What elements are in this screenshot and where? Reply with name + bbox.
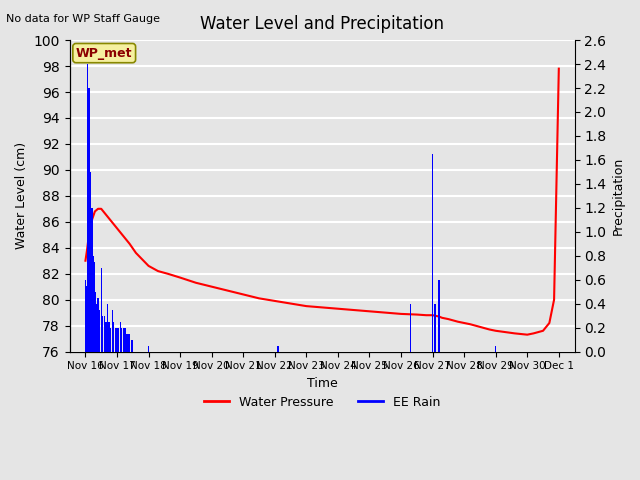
- Bar: [92, 208, 93, 351]
- Bar: [94, 292, 95, 351]
- Bar: [435, 304, 436, 351]
- Bar: [104, 316, 105, 351]
- Bar: [92, 244, 93, 351]
- Text: No data for WP Staff Gauge: No data for WP Staff Gauge: [6, 14, 161, 24]
- Legend: Water Pressure, EE Rain: Water Pressure, EE Rain: [198, 391, 445, 414]
- Bar: [277, 346, 278, 351]
- Bar: [121, 327, 122, 351]
- Bar: [116, 327, 118, 351]
- Bar: [86, 286, 88, 351]
- Bar: [127, 334, 129, 351]
- Bar: [131, 339, 132, 351]
- Bar: [88, 136, 89, 351]
- Bar: [115, 327, 116, 351]
- Bar: [90, 196, 92, 351]
- Bar: [88, 88, 90, 351]
- Bar: [410, 304, 411, 351]
- Bar: [438, 280, 440, 351]
- Bar: [124, 327, 125, 351]
- Bar: [91, 220, 92, 351]
- Bar: [110, 327, 111, 351]
- Bar: [93, 256, 94, 351]
- Bar: [132, 339, 133, 351]
- Y-axis label: Water Level (cm): Water Level (cm): [15, 142, 28, 250]
- Bar: [107, 304, 108, 351]
- Bar: [148, 346, 149, 351]
- Bar: [99, 310, 100, 351]
- Bar: [111, 310, 113, 351]
- Bar: [123, 327, 124, 351]
- Bar: [108, 322, 109, 351]
- Bar: [432, 154, 433, 351]
- Bar: [85, 280, 86, 351]
- Bar: [87, 64, 88, 351]
- Bar: [102, 316, 104, 351]
- Bar: [126, 334, 127, 351]
- Bar: [100, 268, 102, 351]
- Bar: [129, 334, 131, 351]
- Bar: [118, 327, 119, 351]
- Bar: [113, 322, 115, 351]
- Text: WP_met: WP_met: [76, 47, 132, 60]
- Bar: [120, 322, 121, 351]
- Bar: [97, 298, 99, 351]
- Bar: [89, 112, 90, 351]
- Bar: [90, 172, 91, 351]
- Bar: [106, 322, 107, 351]
- Y-axis label: Precipitation: Precipitation: [612, 156, 625, 235]
- X-axis label: Time: Time: [307, 377, 337, 390]
- Bar: [96, 304, 97, 351]
- Bar: [93, 262, 95, 351]
- Title: Water Level and Precipitation: Water Level and Precipitation: [200, 15, 444, 33]
- Bar: [433, 304, 435, 351]
- Bar: [495, 346, 497, 351]
